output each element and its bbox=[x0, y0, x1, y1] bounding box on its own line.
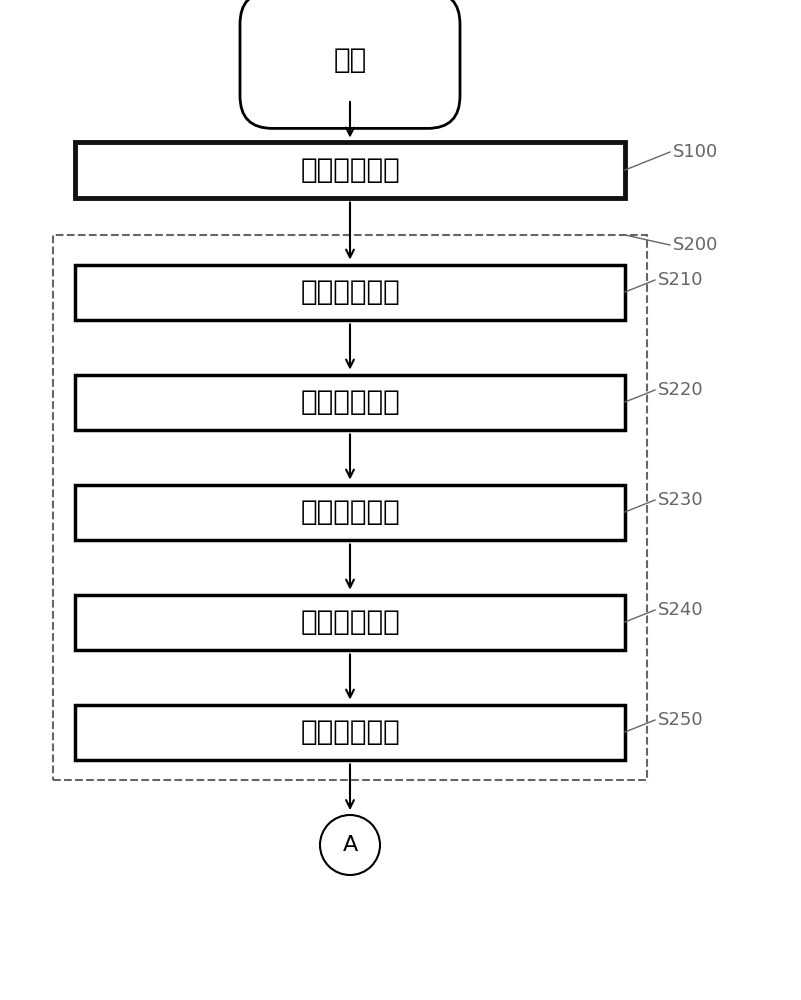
Text: 第二测试步骤: 第二测试步骤 bbox=[300, 388, 400, 416]
Text: A: A bbox=[342, 835, 357, 855]
Bar bbox=[75, 374, 625, 430]
Bar bbox=[75, 704, 625, 760]
Text: S200: S200 bbox=[673, 236, 718, 254]
Text: 开始: 开始 bbox=[333, 46, 367, 74]
Bar bbox=[75, 594, 625, 650]
Text: 管路装载步骤: 管路装载步骤 bbox=[300, 156, 400, 184]
Text: 第四测试步骤: 第四测试步骤 bbox=[300, 608, 400, 636]
Bar bbox=[75, 485, 625, 540]
Circle shape bbox=[320, 815, 380, 875]
FancyBboxPatch shape bbox=[240, 0, 460, 128]
Text: S220: S220 bbox=[658, 381, 703, 399]
Text: S100: S100 bbox=[673, 143, 718, 161]
Text: S250: S250 bbox=[658, 711, 703, 729]
Text: S230: S230 bbox=[658, 491, 703, 509]
Text: 第一测试步骤: 第一测试步骤 bbox=[300, 278, 400, 306]
Text: S240: S240 bbox=[658, 601, 703, 619]
Bar bbox=[53, 235, 647, 780]
Text: 第五测试步骤: 第五测试步骤 bbox=[300, 718, 400, 746]
Bar bbox=[75, 142, 625, 198]
Text: 第三测试步骤: 第三测试步骤 bbox=[300, 498, 400, 526]
Bar bbox=[75, 264, 625, 320]
Text: S210: S210 bbox=[658, 271, 703, 289]
